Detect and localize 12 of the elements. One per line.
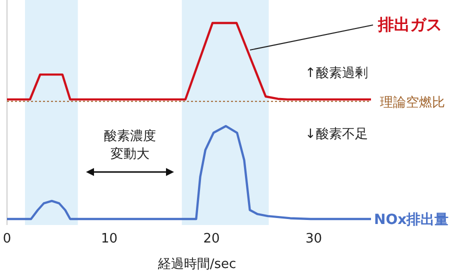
x-axis-title: 経過時間/sec xyxy=(156,257,236,272)
text: 排出ガス xyxy=(377,15,442,34)
annotation: 酸素濃度 xyxy=(104,128,156,144)
x-tick-label: 10 xyxy=(100,231,118,246)
annotation: 変動大 xyxy=(110,146,150,162)
ref-line-label: 理論空燃比 xyxy=(380,95,445,110)
series-label: NOx排出量 xyxy=(374,212,449,228)
x-tick-label: 20 xyxy=(203,231,220,246)
x-tick-label: 30 xyxy=(305,231,322,246)
x-tick-label: 0 xyxy=(2,231,12,246)
annotation: ↑酸素過剰 xyxy=(305,66,368,81)
annotation: ↓酸素不足 xyxy=(305,127,368,142)
